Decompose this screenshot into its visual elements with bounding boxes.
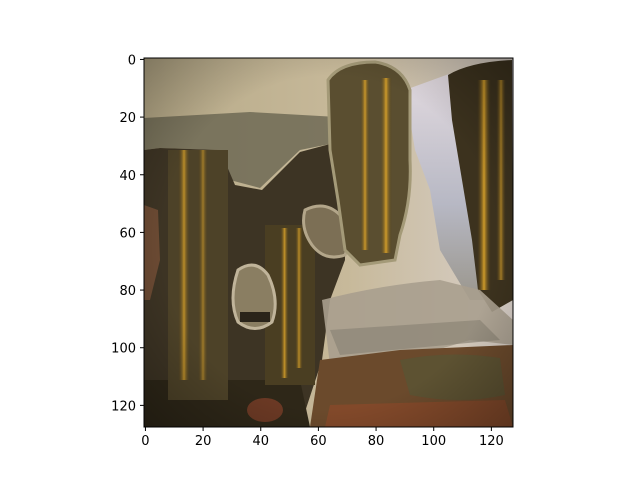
x-tick-label: 100	[421, 434, 446, 449]
y-tick-label: 120	[111, 399, 136, 414]
y-tick-label: 60	[119, 226, 136, 241]
y-tick-label: 0	[128, 53, 136, 68]
x-tick-label: 0	[141, 434, 149, 449]
axes-frame	[143, 57, 514, 428]
x-tick-label: 40	[252, 434, 269, 449]
y-tick-label: 40	[119, 169, 136, 184]
y-axis: 0 20 40 60 80 100 120	[111, 53, 144, 414]
x-axis: 0 20 40 60 80 100 120	[141, 427, 504, 449]
x-tick-label: 120	[479, 434, 504, 449]
y-tick-label: 80	[119, 284, 136, 299]
x-tick-label: 80	[368, 434, 385, 449]
y-tick-label: 100	[111, 342, 136, 357]
heatmap-image	[144, 58, 513, 427]
x-tick-label: 60	[310, 434, 327, 449]
x-tick-label: 20	[195, 434, 212, 449]
y-tick-label: 20	[119, 111, 136, 126]
